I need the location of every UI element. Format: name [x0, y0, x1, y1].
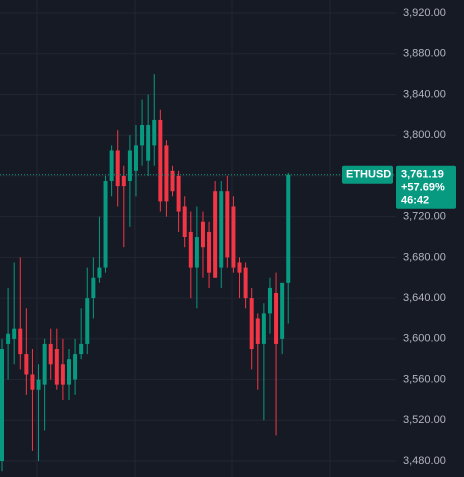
- symbol-label: ETHUSD: [346, 169, 391, 181]
- candle-body: [152, 119, 157, 146]
- candle-body: [48, 343, 53, 365]
- y-tick-label: 3,880.00: [403, 48, 446, 60]
- candle-body: [127, 150, 132, 182]
- candle-body: [225, 191, 230, 258]
- grid: 3,920.003,880.003,840.003,800.003,760.00…: [0, 7, 446, 467]
- candle-body: [12, 328, 17, 339]
- candle-body: [231, 206, 236, 268]
- change-label: +57.69%: [401, 182, 445, 194]
- candle-body: [200, 221, 205, 248]
- candle-body: [286, 174, 291, 283]
- candle-body: [18, 328, 23, 355]
- candle-body: [261, 313, 266, 344]
- candle-body: [219, 191, 224, 268]
- candle-body: [213, 191, 218, 278]
- candle-body: [194, 237, 199, 268]
- candle-body: [133, 145, 138, 171]
- candle-body: [140, 125, 145, 146]
- candle-body: [207, 231, 212, 273]
- candle-body: [103, 181, 108, 268]
- candle-body: [109, 150, 114, 182]
- candle-body: [146, 125, 151, 161]
- candle-body: [255, 318, 260, 344]
- candle-body: [280, 282, 285, 339]
- candle-body: [170, 170, 175, 192]
- candle-body: [30, 374, 35, 390]
- candle-body: [274, 293, 279, 344]
- y-tick-label: 3,560.00: [403, 373, 446, 385]
- y-tick-label: 3,600.00: [403, 333, 446, 345]
- overlay: ETHUSD 3,761.19+57.69%46:42: [0, 165, 456, 209]
- y-tick-label: 3,520.00: [403, 414, 446, 426]
- candle-body: [0, 349, 4, 462]
- y-tick-label: 3,840.00: [403, 88, 446, 100]
- candle-body: [85, 298, 90, 344]
- candle-body: [164, 145, 169, 202]
- vertical-grid: [36, 0, 331, 477]
- countdown-label: 46:42: [401, 195, 429, 207]
- y-tick-label: 3,720.00: [403, 211, 446, 223]
- candle-body: [243, 267, 248, 299]
- candle-body: [79, 343, 84, 355]
- candle-body: [188, 231, 193, 268]
- y-tick-label: 3,680.00: [403, 251, 446, 263]
- y-tick-label: 3,920.00: [403, 7, 446, 19]
- y-tick-label: 3,640.00: [403, 292, 446, 304]
- price-badge: [396, 165, 456, 209]
- candle-body: [158, 119, 163, 202]
- candle-body: [66, 359, 71, 385]
- candle-body: [73, 354, 78, 380]
- candle-body: [60, 364, 65, 385]
- y-tick-label: 3,480.00: [403, 455, 446, 467]
- candle-body: [36, 379, 41, 390]
- candle-body: [182, 206, 187, 238]
- candle-body: [42, 343, 47, 385]
- candle-body: [237, 262, 242, 273]
- candle-body: [249, 298, 254, 350]
- candle-body: [91, 277, 96, 299]
- symbol-badge: [342, 165, 393, 184]
- candles: [0, 74, 291, 472]
- candle-body: [6, 333, 11, 344]
- candle-body: [54, 349, 59, 385]
- candle-body: [121, 175, 126, 187]
- candle-body: [176, 175, 181, 212]
- y-tick-label: 3,800.00: [403, 129, 446, 141]
- last-price-label: 3,761.19: [401, 169, 444, 181]
- candle-body: [115, 150, 120, 187]
- candle-body: [24, 354, 29, 375]
- candle-body: [267, 287, 272, 314]
- candle-body: [97, 267, 102, 278]
